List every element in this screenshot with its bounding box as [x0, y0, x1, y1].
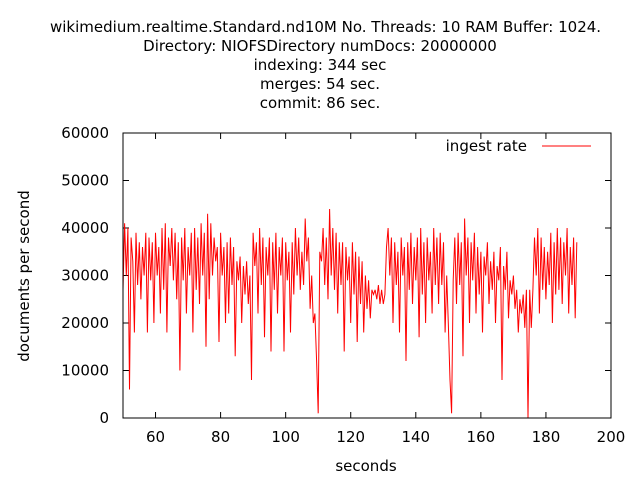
x-tick-label-160: 160 [467, 428, 496, 446]
y-tick-label-20000: 20000 [61, 314, 109, 332]
series-layer [122, 208, 578, 419]
x-tick-label-180: 180 [532, 428, 561, 446]
y-tick-label-0: 0 [99, 409, 109, 427]
chart-title-line-5: commit: 86 sec. [259, 94, 381, 112]
y-axis-label: documents per second [15, 190, 33, 361]
x-tick-label-140: 140 [401, 428, 430, 446]
x-tick-label-120: 120 [336, 428, 365, 446]
x-tick-label-200: 200 [597, 428, 626, 446]
y-tick-label-50000: 50000 [61, 172, 109, 190]
chart-title-line-4: merges: 54 sec. [259, 75, 381, 93]
legend-entry-ingest-rate: ingest rate [446, 137, 527, 155]
plot-frame [122, 132, 612, 419]
chart-title-line-2: Directory: NIOFSDirectory numDocs: 20000… [143, 37, 497, 55]
x-tick-label-80: 80 [211, 428, 230, 446]
chart-title-line-3: indexing: 344 sec [253, 56, 387, 74]
chart-title-line-1: wikimedium.realtime.Standard.nd10M No. T… [50, 18, 602, 36]
y-tick-label-40000: 40000 [61, 219, 109, 237]
y-tick-label-30000: 30000 [61, 267, 109, 285]
series-line-ingest-rate [122, 208, 578, 419]
ticks-layer: 60 80 100 120 140 160 180 200 0 10000 20000 30000 40… [61, 124, 625, 446]
legend: ingest rate [446, 137, 591, 155]
x-tick-label-60: 60 [146, 428, 165, 446]
y-tick-label-10000: 10000 [61, 362, 109, 380]
x-axis-label: seconds [335, 457, 396, 475]
x-tick-label-100: 100 [271, 428, 300, 446]
y-tick-label-60000: 60000 [61, 124, 109, 142]
